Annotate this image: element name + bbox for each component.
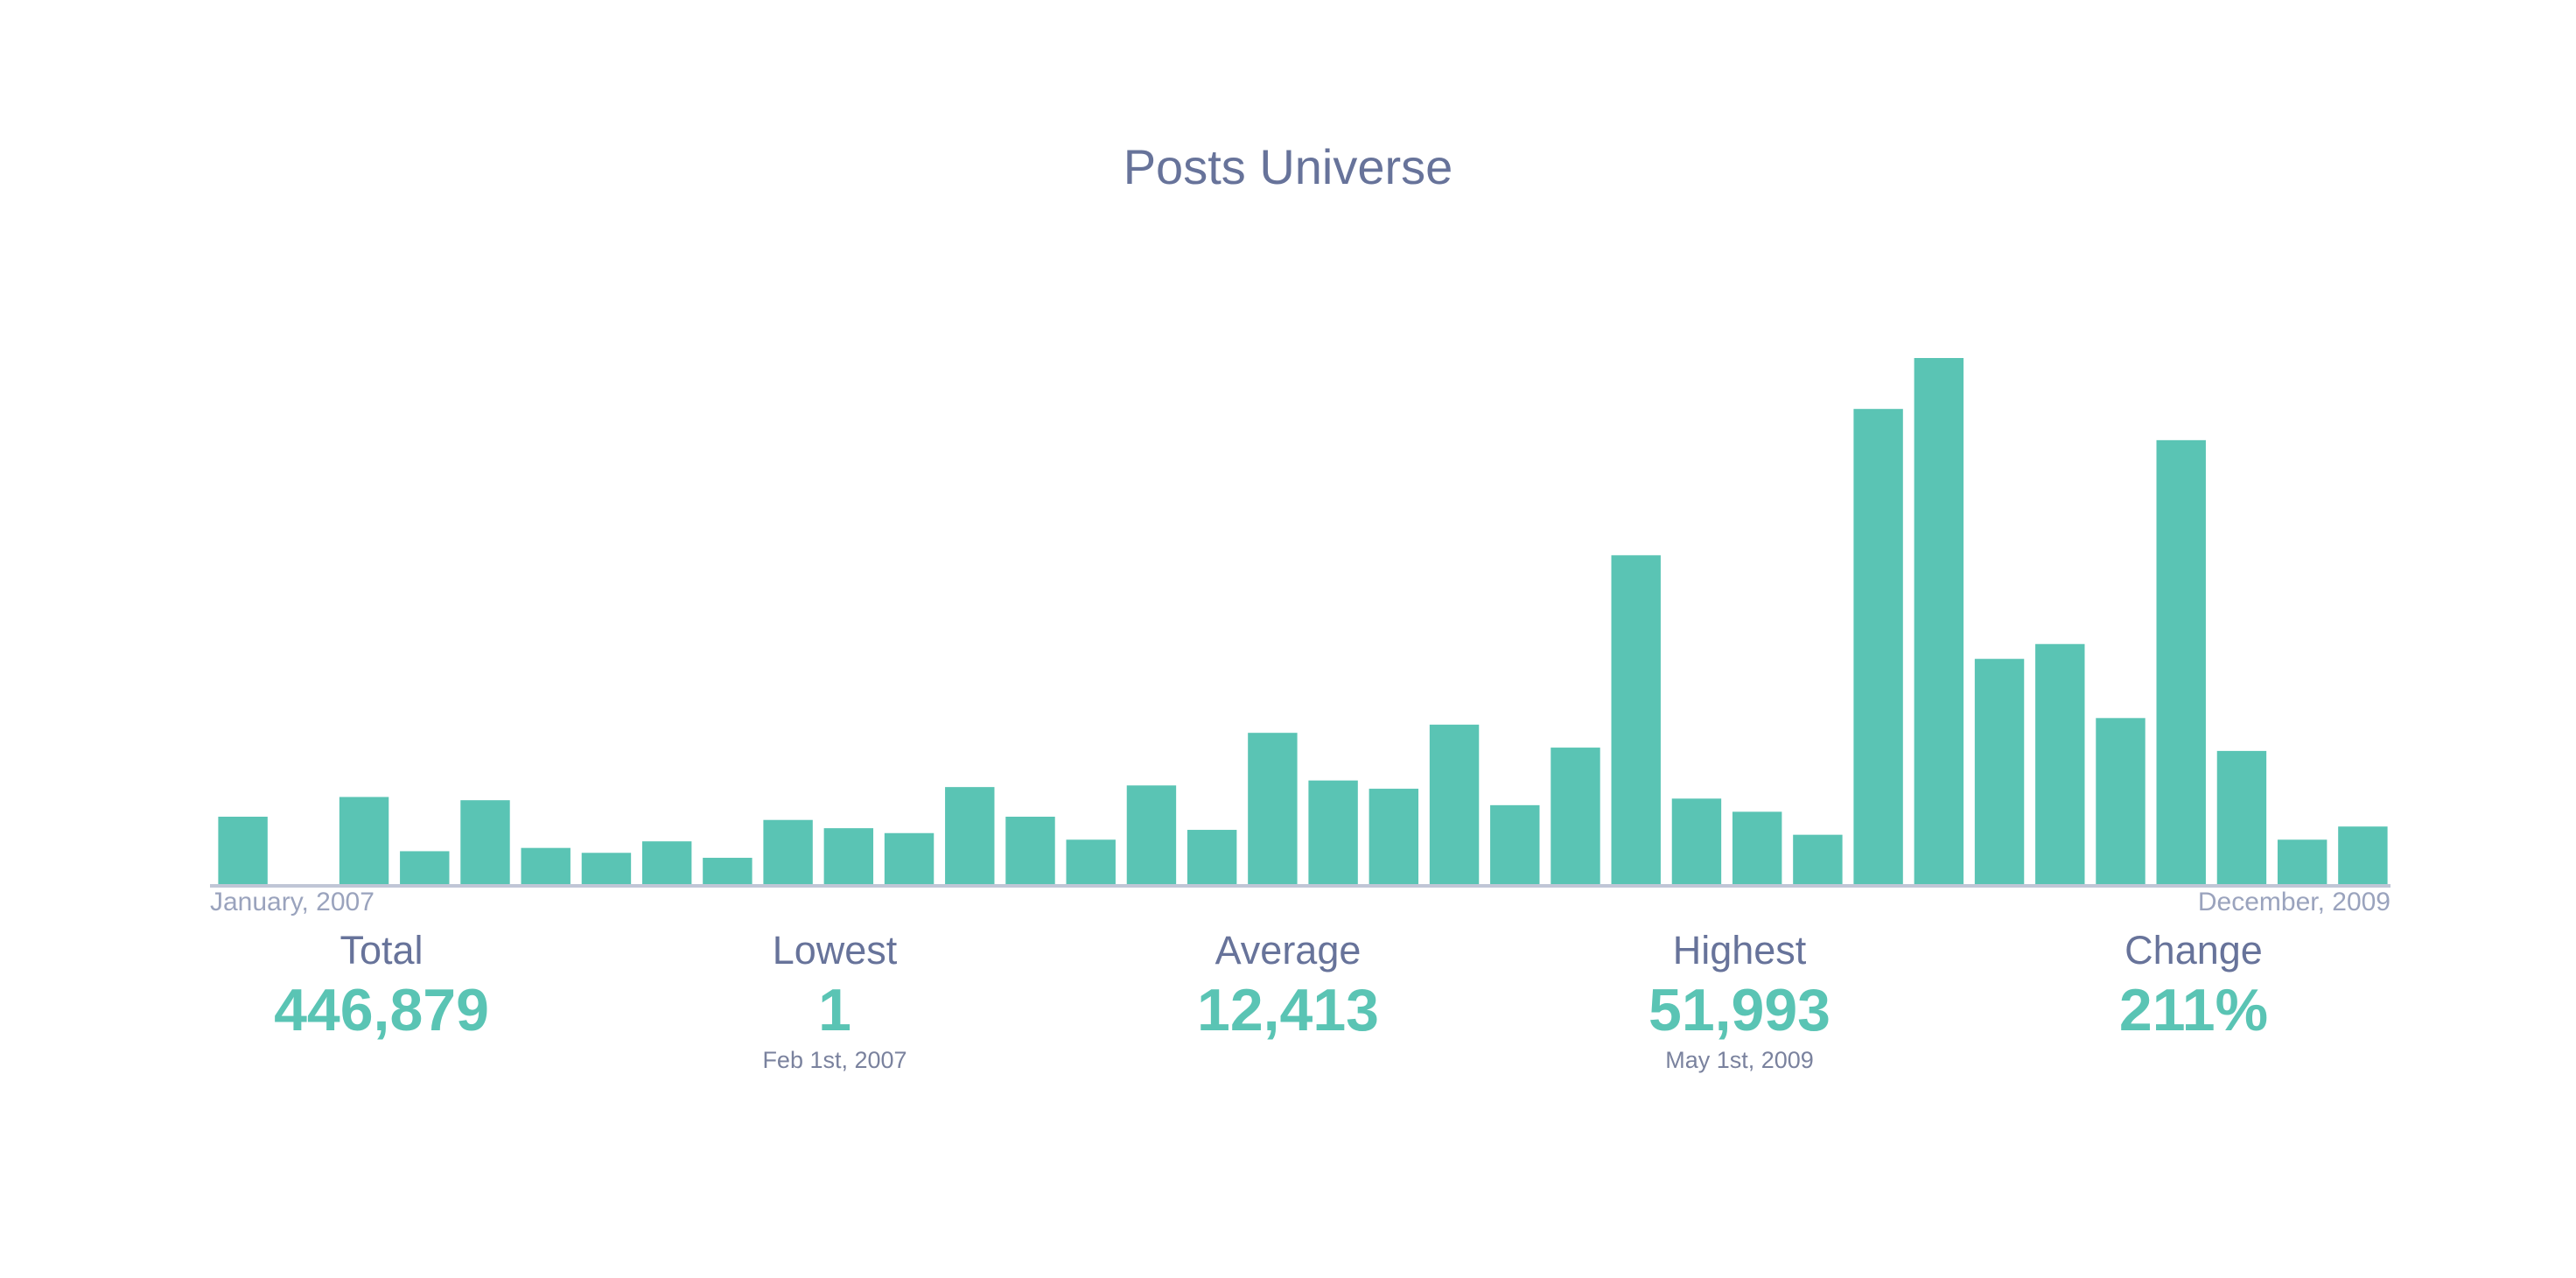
bar-2008-03 — [1066, 839, 1116, 884]
stat-value: 51,993 — [1648, 977, 1830, 1043]
bar-2008-05 — [1186, 830, 1237, 884]
bar-2007-01 — [218, 817, 268, 884]
bar-2007-10 — [763, 819, 813, 884]
bar-2009-12 — [2338, 826, 2388, 884]
stat-date: Feb 1st, 2007 — [762, 1047, 907, 1073]
bar-2008-10 — [1490, 804, 1540, 884]
bar-2008-06 — [1248, 733, 1298, 884]
stat-value: 211% — [2118, 977, 2269, 1043]
stat-label: Total — [340, 928, 424, 973]
bar-2009-09 — [2156, 439, 2206, 884]
bar-2008-12 — [1611, 555, 1661, 884]
stat-label: Highest — [1672, 928, 1807, 973]
bar-2007-09 — [703, 857, 752, 884]
bar-2007-12 — [884, 832, 934, 884]
bar-2008-08 — [1368, 789, 1419, 884]
bar-2007-05 — [460, 800, 510, 884]
stat-value: 1 — [818, 977, 851, 1043]
bar-2007-08 — [641, 841, 692, 884]
x-axis-end-label: December, 2009 — [2197, 888, 2390, 916]
bar-2008-04 — [1126, 785, 1177, 884]
bar-2009-04 — [1853, 409, 1903, 884]
stat-label: Lowest — [772, 928, 898, 973]
x-axis-start-label: January, 2007 — [210, 888, 374, 916]
bar-2009-11 — [2277, 839, 2328, 884]
bar-2007-07 — [581, 853, 632, 884]
bar-2008-07 — [1308, 780, 1358, 884]
stat-value: 446,879 — [274, 977, 489, 1043]
bar-2007-03 — [339, 797, 389, 884]
chart-title: Posts Universe — [1123, 139, 1453, 194]
bar-2009-06 — [1974, 658, 2025, 884]
bar-2009-07 — [2035, 643, 2085, 884]
bar-2008-09 — [1429, 724, 1480, 884]
stat-label: Average — [1214, 928, 1362, 973]
bar-2007-11 — [823, 828, 874, 884]
stat-value: 12,413 — [1197, 977, 1379, 1043]
stat-date: May 1st, 2009 — [1665, 1047, 1814, 1073]
bar-2008-01 — [945, 787, 995, 884]
bar-2007-06 — [521, 847, 570, 884]
bar-2009-02 — [1732, 811, 1782, 884]
bar-2009-08 — [2096, 718, 2146, 884]
bar-2009-01 — [1671, 798, 1722, 884]
bar-2009-10 — [2216, 750, 2267, 884]
bar-2009-05 — [1914, 358, 1964, 884]
bar-2009-03 — [1793, 834, 1843, 884]
stat-label: Change — [2124, 928, 2263, 973]
bar-2008-02 — [1005, 817, 1055, 884]
bar-2007-04 — [400, 851, 450, 884]
bar-2008-11 — [1550, 748, 1600, 884]
